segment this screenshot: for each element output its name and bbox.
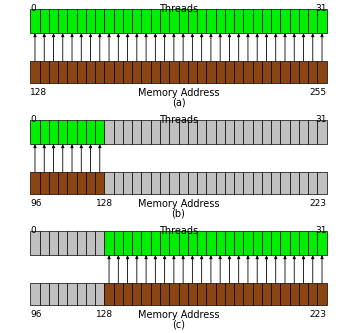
Text: 96: 96 [30,310,42,319]
Text: (b): (b) [172,209,185,219]
Text: 96: 96 [30,199,42,208]
Text: Memory Address: Memory Address [138,199,219,209]
Text: Threads: Threads [159,226,198,236]
Text: Threads: Threads [159,116,198,126]
Text: (a): (a) [172,98,185,108]
Text: 31: 31 [315,116,327,125]
Text: 128: 128 [30,88,47,97]
Text: 223: 223 [310,310,327,319]
Text: (c): (c) [172,320,185,330]
Text: Threads: Threads [159,4,198,14]
Text: 128: 128 [96,199,113,208]
Text: 223: 223 [310,199,327,208]
Text: Memory Address: Memory Address [138,88,219,98]
Text: 31: 31 [315,4,327,13]
Text: Memory Address: Memory Address [138,310,219,320]
Text: 0: 0 [30,226,36,235]
Text: 0: 0 [30,4,36,13]
Text: 31: 31 [315,226,327,235]
Text: 0: 0 [30,116,36,125]
Text: 128: 128 [96,310,113,319]
Text: 255: 255 [310,88,327,97]
